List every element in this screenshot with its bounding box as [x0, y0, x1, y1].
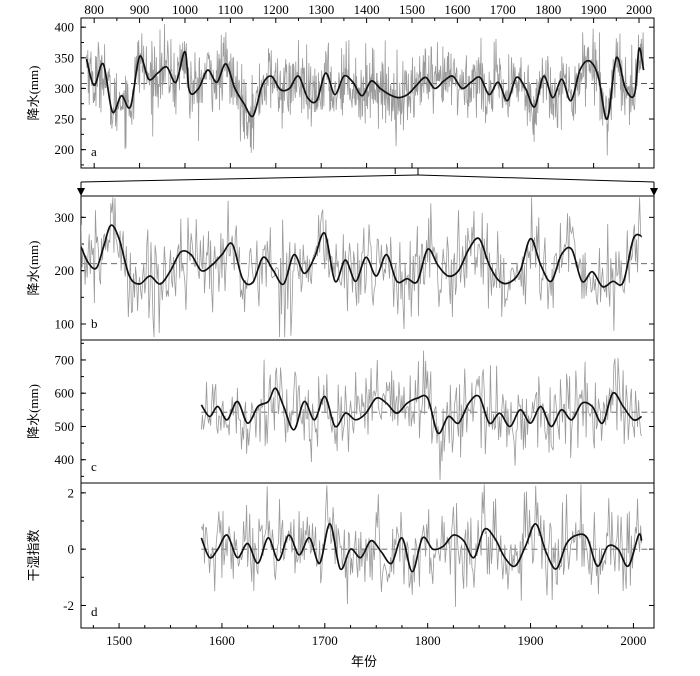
panel-d	[80, 482, 655, 629]
bottom-x-tick-label: 1500	[106, 633, 132, 648]
bottom-x-tick-label: 2000	[620, 633, 646, 648]
y-tick-label: 200	[55, 142, 75, 157]
bottom-x-tick-label: 1700	[312, 633, 338, 648]
zoom-connector-left	[80, 174, 419, 183]
panel-a	[80, 17, 655, 169]
y-tick-label: 100	[55, 317, 75, 332]
top-x-tick-label: 1700	[490, 2, 516, 17]
panel-frame	[80, 17, 655, 169]
axes-layer	[77, 17, 658, 629]
y-tick-label: 700	[55, 352, 75, 367]
zoom-connector-right	[417, 174, 655, 183]
y-tick-label: 500	[55, 419, 75, 434]
panel-letter: d	[91, 604, 98, 619]
label-layer: 200 250 300 350 400 降水(mm) a 100 200 300 降水(mm) b 40…	[26, 2, 652, 648]
panel-frame	[80, 482, 655, 629]
raw-series-line	[81, 197, 643, 338]
top-x-tick-label: 1500	[399, 2, 425, 17]
y-tick-label: -2	[63, 598, 74, 613]
raw-series-line	[200, 350, 643, 481]
y-tick-label: 400	[55, 20, 75, 35]
y-axis-label: 干湿指数	[26, 529, 41, 581]
panel-letter: b	[91, 316, 98, 331]
smoothed-series-line	[200, 387, 643, 435]
y-axis-label: 降水(mm)	[26, 384, 41, 439]
data-layer	[81, 24, 654, 607]
raw-series-line	[200, 484, 643, 607]
top-x-tick-label: 1000	[172, 2, 198, 17]
top-x-tick-label: 1100	[218, 2, 244, 17]
y-tick-label: 200	[55, 263, 75, 278]
zoom-arrowhead-right	[650, 188, 658, 196]
panel-letter: c	[91, 459, 97, 474]
top-x-tick-label: 900	[130, 2, 150, 17]
top-x-tick-label: 1400	[354, 2, 380, 17]
top-x-tick-label: 2000	[626, 2, 652, 17]
smoothed-series-line	[81, 224, 642, 288]
y-tick-label: 2	[68, 485, 75, 500]
y-axis-label: 降水(mm)	[26, 241, 41, 296]
bottom-x-tick-label: 1600	[209, 633, 235, 648]
y-tick-label: 250	[55, 112, 75, 127]
top-x-tick-label: 800	[84, 2, 104, 17]
zoom-arrowhead-left	[77, 188, 85, 196]
y-tick-label: 0	[68, 542, 75, 557]
y-axis-label: 降水(mm)	[26, 66, 41, 121]
top-x-tick-label: 1200	[263, 2, 289, 17]
top-x-tick-label: 1600	[444, 2, 470, 17]
smoothed-series-line	[200, 522, 643, 573]
y-tick-label: 350	[55, 50, 75, 65]
bottom-x-tick-label: 1800	[415, 633, 441, 648]
panel-letter: a	[91, 144, 97, 159]
smoothed-series-line	[85, 47, 645, 120]
y-tick-label: 300	[55, 81, 75, 96]
y-tick-label: 300	[55, 210, 75, 225]
top-x-tick-label: 1300	[308, 2, 334, 17]
x-axis-label: 年份	[351, 654, 377, 669]
y-tick-label: 600	[55, 386, 75, 401]
raw-series-line	[86, 24, 644, 156]
bottom-x-tick-label: 1900	[518, 633, 544, 648]
top-x-tick-label: 1900	[581, 2, 607, 17]
top-x-tick-label: 1800	[535, 2, 561, 17]
y-tick-label: 400	[55, 452, 75, 467]
